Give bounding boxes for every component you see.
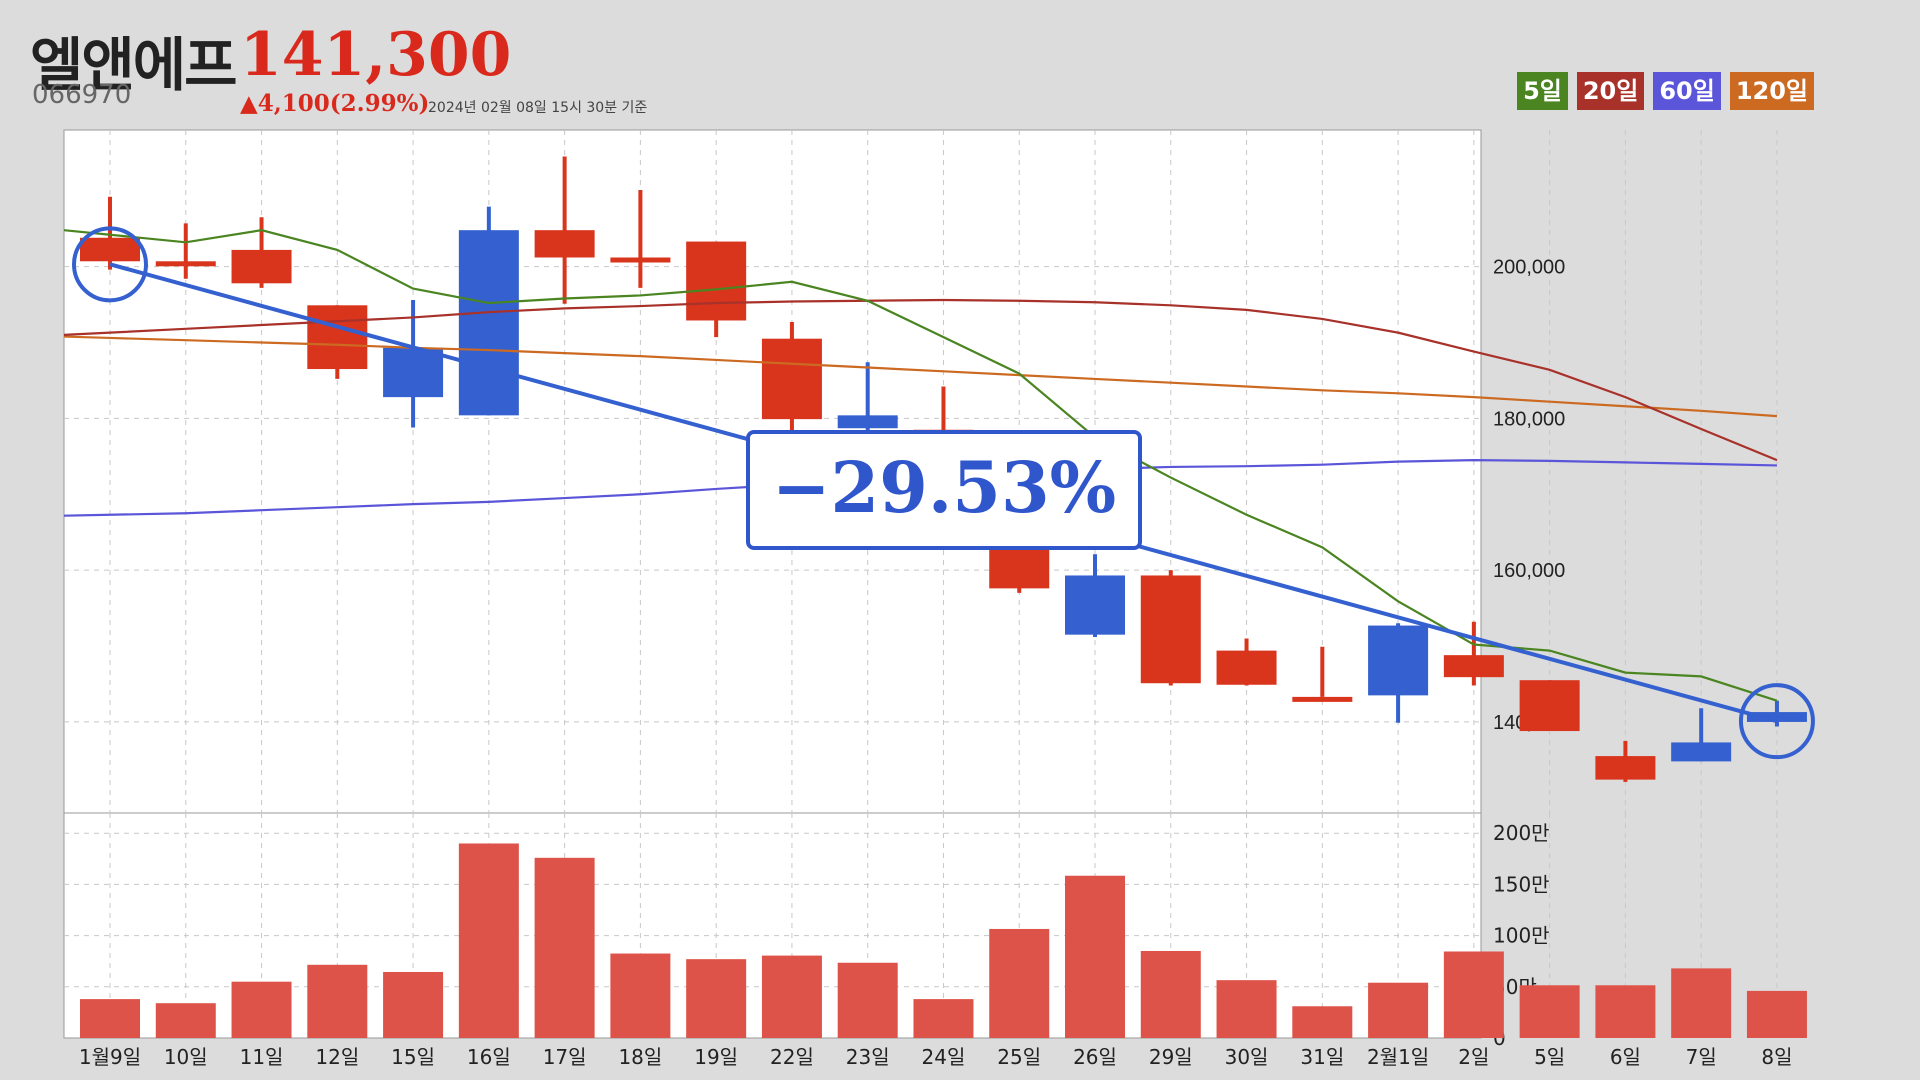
candle-body (383, 347, 444, 398)
candle-body (307, 305, 368, 370)
x-axis-tick-label: 7일 (1686, 1045, 1717, 1069)
candle-body (1292, 696, 1353, 702)
candle-body (155, 261, 216, 267)
volume-bar (1368, 982, 1429, 1038)
x-axis-tick-label: 17일 (543, 1045, 587, 1069)
x-axis-tick-label: 11일 (240, 1045, 284, 1069)
x-axis-tick-label: 10일 (164, 1045, 208, 1069)
candle-body (761, 338, 822, 420)
candle-body (231, 249, 292, 284)
change-annotation-label: −29.53% (772, 446, 1116, 529)
price-change: ▲4,100(2.99%) (240, 90, 430, 117)
x-axis-tick-label: 2일 (1458, 1045, 1489, 1069)
volume-bar (761, 955, 822, 1038)
x-axis-tick-label: 15일 (391, 1045, 435, 1069)
price-axis-tick-label: 160,000 (1493, 560, 1565, 582)
volume-axis-tick-label: 100만 (1493, 924, 1550, 948)
candle-body (686, 241, 747, 321)
volume-bar (307, 964, 368, 1038)
volume-bar (1140, 950, 1201, 1038)
candle-body (1140, 575, 1201, 684)
x-axis-tick-label: 25일 (997, 1045, 1041, 1069)
volume-bar (913, 999, 974, 1038)
volume-bar (837, 962, 898, 1038)
x-axis-tick-label: 19일 (694, 1045, 738, 1069)
x-axis-tick-label: 16일 (467, 1045, 511, 1069)
volume-bar (231, 981, 292, 1038)
moving-average-line (63, 229, 1778, 702)
candle-body (1595, 756, 1656, 780)
x-axis-tick-label: 2월1일 (1367, 1045, 1429, 1069)
volume-bar (610, 953, 671, 1038)
candle-body (1671, 742, 1732, 762)
volume-bar (1519, 985, 1580, 1038)
volume-bar (989, 928, 1050, 1038)
legend-ma120: 120일 (1729, 72, 1814, 110)
volume-bar (1292, 1006, 1353, 1038)
legend-ma60: 60일 (1653, 72, 1721, 110)
x-axis-tick-label: 22일 (770, 1045, 814, 1069)
volume-bar (155, 1003, 216, 1038)
candle-body (80, 237, 140, 262)
candle-body (1443, 655, 1504, 678)
candle-body (610, 257, 671, 263)
moving-average-legend: 5일 20일 60일 120일 (1517, 72, 1814, 110)
volume-bar (80, 999, 140, 1038)
candle-body (1065, 575, 1126, 635)
legend-ma20: 20일 (1576, 72, 1645, 110)
price-axis-tick-label: 200,000 (1493, 257, 1565, 279)
x-axis-tick-label: 6일 (1610, 1045, 1641, 1069)
volume-bar (383, 971, 444, 1038)
x-axis-tick-label: 18일 (618, 1045, 662, 1069)
candle-body (458, 230, 519, 416)
candle-body (1368, 625, 1429, 696)
x-axis-tick-label: 5일 (1534, 1045, 1565, 1069)
volume-axis-tick-label: 150만 (1493, 872, 1550, 896)
x-axis-tick-label: 23일 (846, 1045, 890, 1069)
change-annotation-box (746, 430, 1142, 550)
legend-ma5: 5일 (1517, 72, 1568, 110)
volume-bar (1595, 985, 1656, 1038)
x-axis-tick-label: 26일 (1073, 1045, 1117, 1069)
trend-end-marker (1738, 683, 1815, 760)
current-price: 141,300 (240, 20, 512, 90)
candle-body (1216, 650, 1277, 685)
x-axis-tick-label: 12일 (315, 1045, 359, 1069)
moving-average-line (63, 335, 1778, 418)
volume-bar (1443, 951, 1504, 1038)
x-axis-tick-label: 1월9일 (79, 1045, 141, 1069)
x-axis-tick-label: 31일 (1300, 1045, 1344, 1069)
volume-bar (1065, 875, 1126, 1038)
x-axis-tick-label: 29일 (1149, 1045, 1193, 1069)
candle-body (534, 230, 595, 258)
candle-body (837, 415, 898, 429)
volume-bar (1671, 968, 1732, 1038)
stock-code: 066970 (32, 80, 132, 110)
volume-bar (686, 959, 747, 1038)
x-axis-tick-label: 8일 (1761, 1045, 1792, 1069)
volume-bar (534, 857, 595, 1038)
volume-bar (1216, 980, 1277, 1038)
timestamp: 2024년 02월 08일 15시 30분 기준 (428, 100, 648, 116)
candle-body (1519, 680, 1580, 732)
price-axis-tick-label: 180,000 (1493, 408, 1565, 430)
volume-bar (458, 843, 519, 1038)
x-axis-tick-label: 30일 (1225, 1045, 1269, 1069)
x-axis-tick-label: 24일 (922, 1045, 966, 1069)
trend-start-marker (72, 226, 148, 303)
volume-axis-tick-label: 200만 (1493, 821, 1550, 845)
candle-body (1746, 712, 1807, 722)
volume-bar (1746, 990, 1807, 1038)
stock-name: 엘앤에프 (30, 31, 237, 99)
